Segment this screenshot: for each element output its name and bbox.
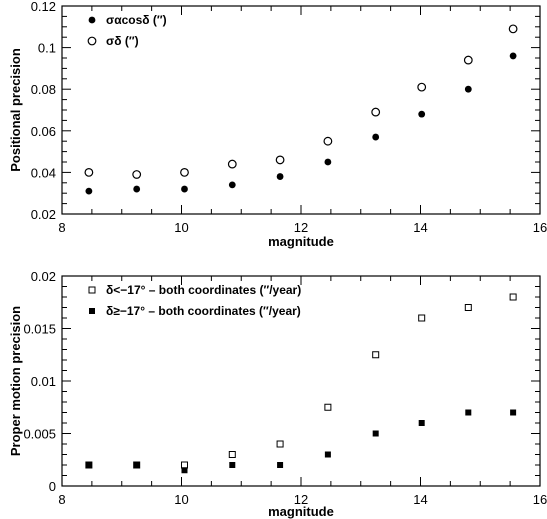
chart-2-series-2-point: [372, 430, 379, 437]
chart-2-series-1-point: [180, 461, 188, 469]
chart-2-series-2-point: [324, 451, 331, 458]
chart-2-y-tick-label: 0.015: [23, 322, 56, 337]
chart-1-series-2-point: [417, 82, 427, 92]
chart-2-series-2-point: [510, 409, 517, 416]
chart-2-x-axis-label: magnitude: [268, 504, 334, 519]
chart-2-x-tick-label: 16: [533, 492, 547, 507]
chart-2-series-2-point: [133, 462, 140, 468]
chart-2-series-1-point: [276, 440, 284, 448]
chart-1-series-2-point: [508, 24, 518, 34]
chart-1-x-tick-label: 8: [58, 220, 65, 235]
chart-1-series-1-point: [228, 181, 236, 189]
chart-1-series-1-point: [133, 185, 141, 193]
chart-2-series-2-point: [465, 409, 472, 416]
chart-1-series-2-point: [371, 107, 381, 117]
chart-2-y-tick-label: 0.005: [23, 427, 56, 442]
chart-1-x-axis-label: magnitude: [268, 234, 334, 249]
chart-2-series-1-point: [509, 293, 517, 301]
chart-1-legend-marker-2: [87, 36, 97, 46]
chart-1-series-1-point: [372, 133, 380, 141]
chart-1-y-tick-label: 0.06: [31, 124, 56, 139]
chart-2-series-1-point: [324, 403, 332, 411]
chart-1-y-tick-label: 0.12: [31, 0, 56, 14]
chart-2-series-1-point: [464, 304, 472, 311]
chart-2-y-tick-label: 0.02: [31, 269, 56, 284]
chart-1-legend-label-1: σαcosδ (″): [106, 13, 167, 27]
chart-1-series-2-point: [227, 159, 237, 169]
chart-2-series-2-point: [418, 420, 425, 426]
chart-2-series-2-point: [229, 462, 236, 468]
chart-2-legend-marker-2: [89, 308, 95, 314]
chart-1-series-1-point: [418, 110, 426, 118]
chart-1-legend-label-2: σδ (″): [106, 34, 139, 48]
chart-2-legend-marker-1: [88, 286, 96, 294]
chart-1-series-1-point: [276, 173, 284, 180]
chart-2-x-tick-label: 10: [174, 492, 188, 507]
chart-2-series-1-point: [418, 314, 426, 322]
chart-2-series-1-point: [228, 451, 236, 458]
chart-2-series-2-point: [181, 467, 188, 474]
chart-1-y-tick-label: 0.04: [31, 165, 56, 180]
chart-1-series-2-point: [463, 55, 473, 65]
chart-1-series-1-point: [509, 52, 517, 60]
chart-1-y-axis-label: Positional precision: [8, 48, 23, 172]
chart-2-x-tick-label: 8: [58, 492, 65, 507]
chart-1-x-tick-label: 12: [294, 220, 308, 235]
chart-1-x-tick-label: 10: [174, 220, 188, 235]
chart-2-series-2-point: [277, 462, 284, 468]
chart-2-y-axis-label: Proper motion precision: [8, 306, 23, 456]
chart-1-series-1-point: [464, 85, 472, 93]
chart-1-series-1-point: [85, 187, 93, 195]
chart-1-series-2-point: [323, 136, 333, 146]
chart-1-x-tick-label: 14: [413, 220, 427, 235]
chart-2-series-1-point: [372, 351, 380, 359]
chart-1-legend-marker-1: [88, 16, 96, 24]
chart-2-legend-label-2: δ≥−17° – both coordinates (″/year): [106, 304, 301, 318]
chart-2-series-2-point: [85, 462, 92, 468]
chart-2-legend-label-1: δ<−17° – both coordinates (″/year): [106, 283, 301, 297]
chart-1-series-1-point: [181, 185, 188, 193]
chart-1-series-2-point: [180, 167, 189, 177]
chart-1-x-tick-label: 16: [533, 220, 547, 235]
chart-1-series-1-point: [324, 158, 332, 166]
chart-1-series-2-point: [84, 167, 94, 177]
chart-1-series-2-point: [132, 170, 142, 179]
chart-2-y-tick-label: 0: [49, 479, 56, 494]
chart-1-y-tick-label: 0.08: [31, 82, 56, 97]
chart-1-y-tick-label: 0.02: [31, 207, 56, 222]
chart-1-y-tick-label: 0.1: [38, 41, 56, 56]
chart-2-x-tick-label: 14: [413, 492, 427, 507]
chart-1-series-2-point: [275, 155, 285, 165]
chart-2-x-tick-label: 12: [294, 492, 308, 507]
chart-2-y-tick-label: 0.01: [31, 374, 56, 389]
